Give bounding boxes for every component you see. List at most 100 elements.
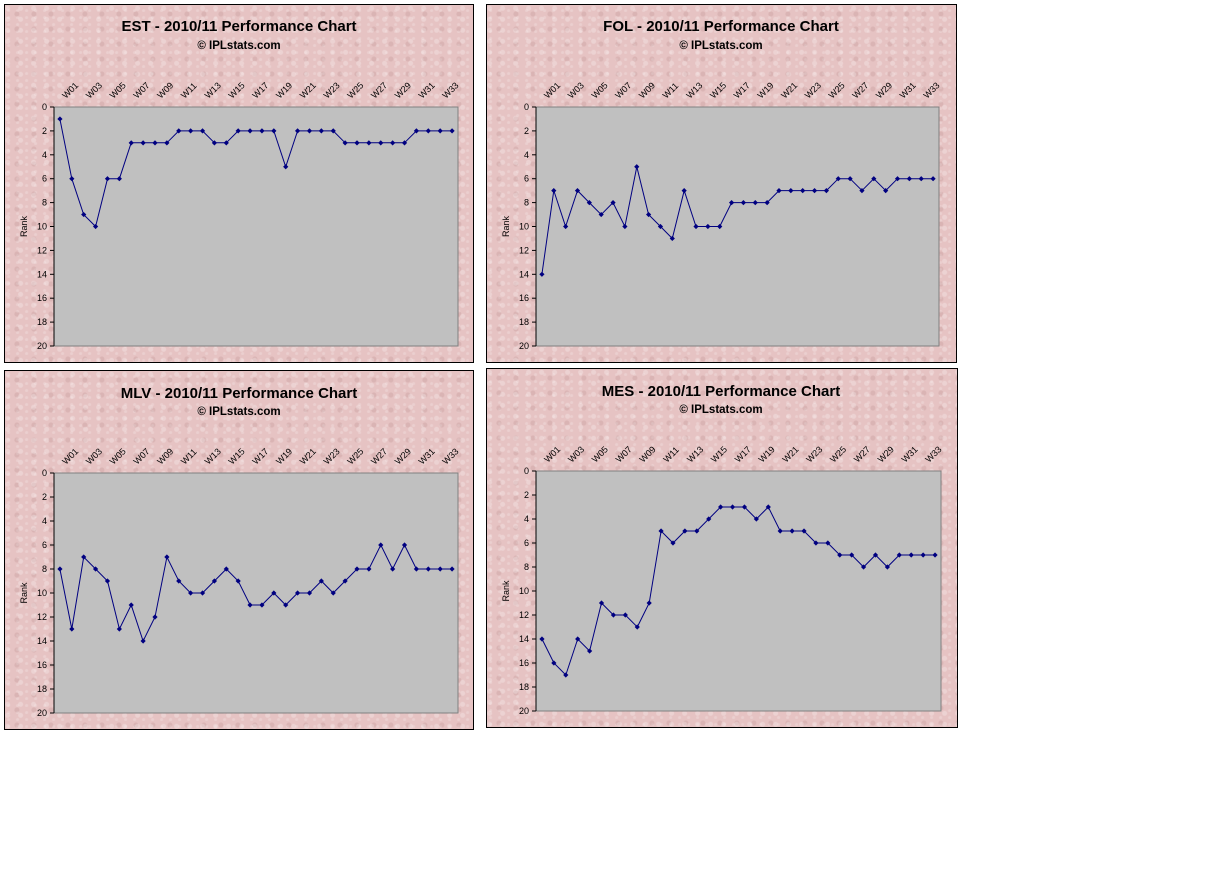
- x-tick-label: W27: [852, 444, 872, 464]
- data-point: [259, 128, 265, 134]
- y-tick-label: 2: [42, 126, 47, 136]
- chart-subtitle: © IPLstats.com: [197, 40, 280, 52]
- data-point: [634, 164, 640, 170]
- x-tick-label: W27: [369, 80, 389, 100]
- x-tick-label: W31: [900, 444, 920, 464]
- y-tick-label: 14: [519, 269, 529, 279]
- x-tick-label: W23: [803, 80, 823, 100]
- y-tick-label: 4: [524, 150, 529, 160]
- x-tick-label: W09: [638, 444, 658, 464]
- x-tick-label: W15: [709, 444, 729, 464]
- y-axis-title: Rank: [19, 215, 29, 237]
- data-point: [235, 128, 241, 134]
- data-point: [657, 223, 664, 230]
- data-point: [598, 600, 605, 606]
- data-point: [425, 128, 431, 134]
- data-point: [932, 552, 938, 558]
- data-point: [152, 614, 158, 620]
- y-tick-label: 16: [37, 293, 47, 303]
- x-tick-label: W13: [203, 80, 223, 100]
- data-point: [354, 140, 360, 146]
- y-tick-label: 16: [519, 293, 529, 303]
- data-point: [765, 504, 771, 510]
- data-point: [259, 602, 265, 608]
- data-point: [894, 176, 901, 182]
- data-point: [539, 636, 545, 642]
- y-tick-label: 6: [524, 174, 529, 184]
- x-tick-label: W01: [60, 80, 80, 100]
- chart-fol: FOL - 2010/11 Performance Chart © IPLstat…: [501, 18, 942, 351]
- y-tick-label: 12: [37, 612, 47, 622]
- data-point: [425, 566, 431, 572]
- x-tick-label: W07: [131, 80, 151, 100]
- x-tick-label: W33: [440, 446, 460, 466]
- data-point: [908, 552, 914, 558]
- y-tick-label: 16: [519, 658, 529, 668]
- plot-area: [53, 472, 459, 714]
- data-point: [918, 176, 924, 182]
- data-point: [920, 552, 926, 558]
- x-tick-label: W01: [542, 80, 562, 100]
- chart-mes: MES - 2010/11 Performance Chart © IPLstat…: [501, 383, 944, 716]
- data-point: [116, 626, 122, 632]
- data-point: [764, 200, 770, 206]
- x-tick-label: W29: [876, 444, 896, 464]
- x-tick-label: W21: [298, 446, 318, 466]
- y-tick-label: 14: [37, 636, 47, 646]
- x-tick-label: W25: [345, 446, 365, 466]
- data-point: [140, 140, 146, 146]
- x-tick-label: W33: [923, 444, 943, 464]
- data-point: [164, 140, 170, 146]
- data-point: [777, 528, 783, 534]
- data-point: [693, 223, 699, 230]
- x-tick-label: W21: [779, 80, 799, 100]
- data-point: [140, 638, 146, 644]
- x-tick-label: W31: [417, 446, 437, 466]
- data-point: [247, 602, 253, 608]
- y-tick-label: 0: [524, 102, 529, 112]
- y-tick-label: 12: [37, 245, 47, 255]
- chart-subtitle: © IPLstats.com: [679, 404, 762, 416]
- data-point: [575, 636, 581, 642]
- x-tick-label: W01: [60, 446, 80, 466]
- data-point: [188, 590, 194, 596]
- y-tick-label: 12: [519, 610, 529, 620]
- x-tick-label: W31: [898, 80, 918, 100]
- y-tick-label: 10: [37, 588, 47, 598]
- y-tick-label: 2: [524, 490, 529, 500]
- data-point: [235, 578, 241, 584]
- x-tick-label: W09: [637, 80, 657, 100]
- data-point: [413, 566, 420, 572]
- chart-title: MLV - 2010/11 Performance Chart: [121, 385, 357, 402]
- y-tick-label: 20: [37, 341, 47, 351]
- y-tick-label: 6: [42, 174, 47, 184]
- x-tick-label: W23: [322, 80, 342, 100]
- y-axis-title: Rank: [501, 580, 511, 602]
- data-point: [437, 566, 443, 572]
- x-tick-label: W27: [369, 446, 389, 466]
- data-point: [872, 552, 879, 558]
- data-point: [776, 188, 782, 194]
- data-point: [859, 188, 865, 194]
- data-point: [896, 552, 902, 558]
- data-point: [401, 542, 408, 548]
- data-point: [551, 188, 557, 194]
- chart-panel-mes: MES - 2010/11 Performance Chart © IPLstat…: [486, 368, 958, 728]
- chart-subtitle: © IPLstats.com: [197, 406, 280, 418]
- x-tick-label: W03: [84, 446, 104, 466]
- data-point: [306, 590, 313, 596]
- data-point: [670, 540, 676, 546]
- data-point: [437, 128, 443, 134]
- plot-area: [53, 106, 459, 347]
- data-point: [164, 554, 170, 560]
- x-tick-label: W11: [179, 81, 199, 101]
- data-point: [271, 128, 277, 134]
- data-point: [294, 128, 301, 134]
- data-point: [318, 578, 324, 584]
- x-tick-label: W03: [84, 80, 104, 100]
- x-tick-label: W03: [566, 444, 586, 464]
- data-point: [271, 590, 277, 596]
- data-point: [104, 578, 111, 584]
- data-point: [789, 528, 795, 534]
- y-tick-label: 2: [42, 492, 47, 502]
